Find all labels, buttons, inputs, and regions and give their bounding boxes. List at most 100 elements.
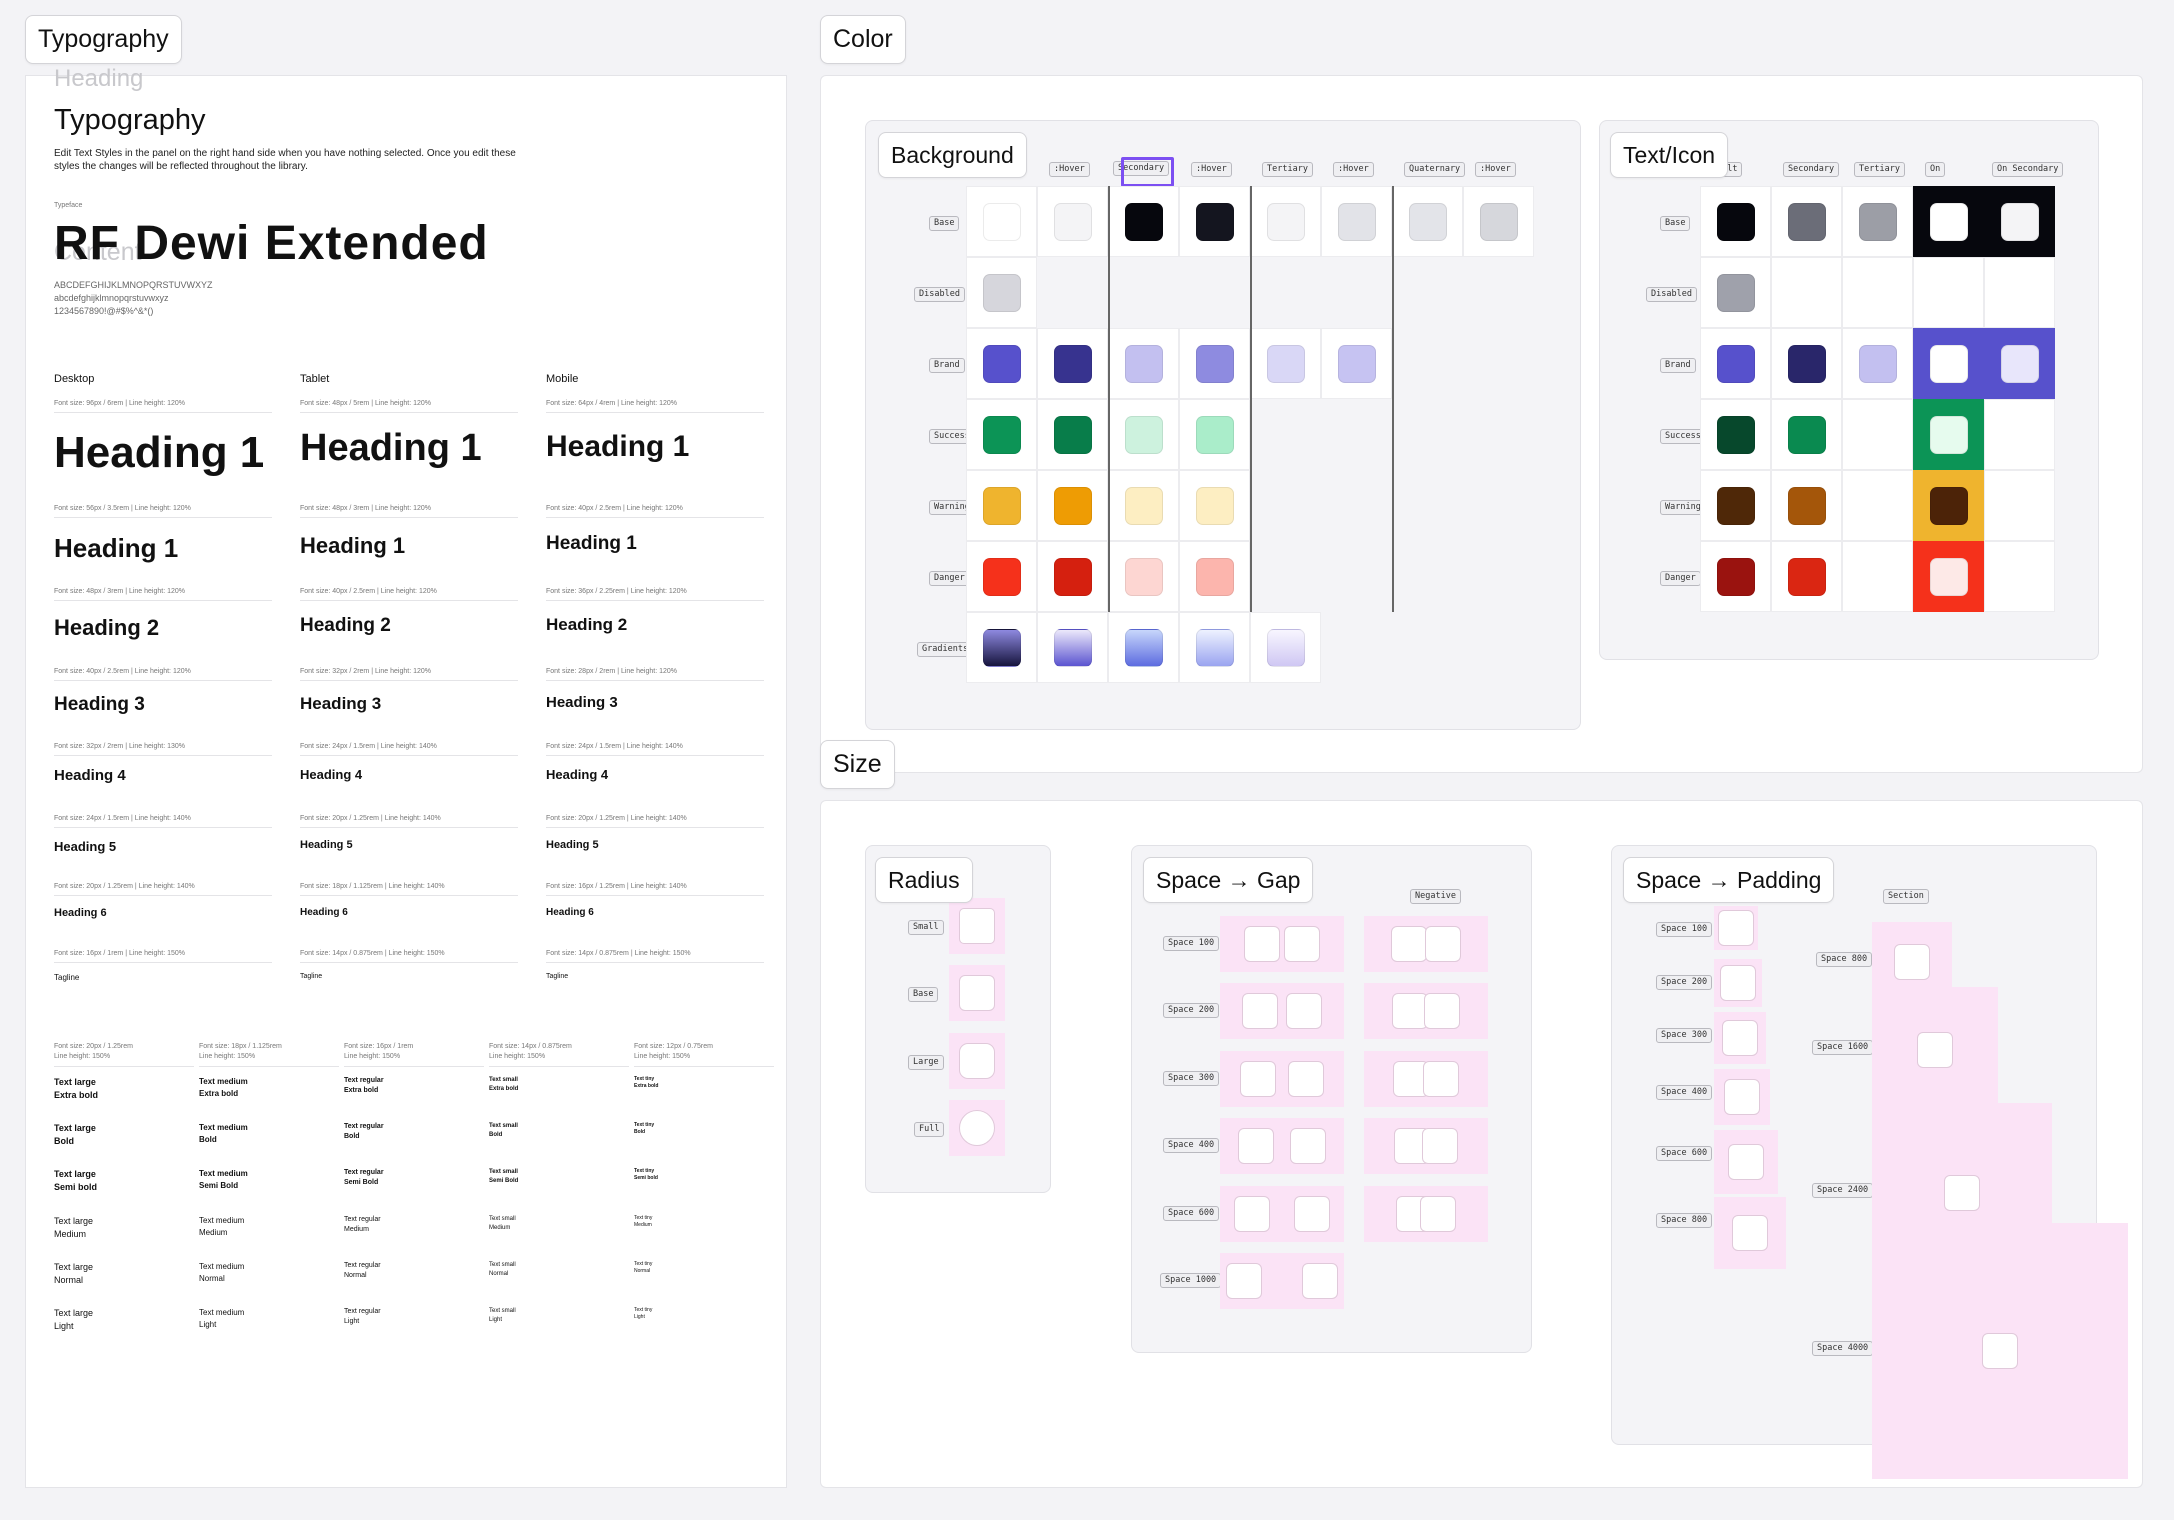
color-swatch[interactable] bbox=[1196, 487, 1234, 525]
gap-box[interactable] bbox=[1424, 993, 1460, 1029]
gap-box[interactable] bbox=[1288, 1061, 1324, 1097]
color-swatch[interactable] bbox=[983, 203, 1021, 241]
color-swatch[interactable] bbox=[1788, 203, 1826, 241]
radius-sample[interactable] bbox=[959, 908, 995, 944]
color-swatch[interactable] bbox=[1196, 558, 1234, 596]
section-padding-box[interactable] bbox=[1894, 944, 1930, 980]
color-swatch[interactable] bbox=[1054, 487, 1092, 525]
color-swatch[interactable] bbox=[1267, 203, 1305, 241]
color-swatch[interactable] bbox=[1717, 558, 1755, 596]
typography-section-label[interactable]: Typography bbox=[25, 15, 182, 64]
gap-box[interactable] bbox=[1242, 993, 1278, 1029]
radius-sample[interactable] bbox=[959, 1043, 995, 1079]
text-icon-title[interactable]: Text/Icon bbox=[1610, 132, 1729, 179]
radius-title[interactable]: Radius bbox=[875, 857, 973, 904]
section-padding-box[interactable] bbox=[1982, 1333, 2018, 1369]
color-swatch[interactable] bbox=[983, 558, 1021, 596]
color-section-label[interactable]: Color bbox=[820, 15, 906, 64]
gap-box[interactable] bbox=[1286, 993, 1322, 1029]
radius-sample[interactable] bbox=[959, 975, 995, 1011]
color-swatch[interactable] bbox=[1930, 558, 1968, 596]
color-swatch[interactable] bbox=[1788, 416, 1826, 454]
color-swatch[interactable] bbox=[983, 487, 1021, 525]
color-swatch[interactable] bbox=[1788, 345, 1826, 383]
color-swatch[interactable] bbox=[1054, 629, 1092, 667]
section-padding-box[interactable] bbox=[1944, 1175, 1980, 1211]
padding-box[interactable] bbox=[1720, 965, 1756, 1001]
gap-box[interactable] bbox=[1290, 1128, 1326, 1164]
gap-box[interactable] bbox=[1240, 1061, 1276, 1097]
gap-box[interactable] bbox=[1420, 1196, 1456, 1232]
size-section-label[interactable]: Size bbox=[820, 740, 895, 789]
text-style-sample: Text small Light bbox=[489, 1307, 516, 1324]
gap-sample-bg bbox=[1220, 983, 1344, 1039]
gap-box[interactable] bbox=[1284, 926, 1320, 962]
color-swatch[interactable] bbox=[1054, 416, 1092, 454]
color-swatch[interactable] bbox=[1717, 487, 1755, 525]
padding-box[interactable] bbox=[1732, 1215, 1768, 1251]
color-swatch[interactable] bbox=[1859, 203, 1897, 241]
color-swatch[interactable] bbox=[1409, 203, 1447, 241]
color-swatch[interactable] bbox=[1267, 629, 1305, 667]
gap-box[interactable] bbox=[1391, 926, 1427, 962]
color-swatch[interactable] bbox=[1930, 203, 1968, 241]
color-swatch[interactable] bbox=[983, 274, 1021, 312]
color-swatch[interactable] bbox=[983, 629, 1021, 667]
color-swatch[interactable] bbox=[1125, 416, 1163, 454]
color-swatch[interactable] bbox=[1054, 345, 1092, 383]
gap-title[interactable]: Space → Gap bbox=[1143, 857, 1314, 904]
color-swatch[interactable] bbox=[1125, 629, 1163, 667]
selected-header-frame[interactable] bbox=[1121, 157, 1174, 187]
color-swatch[interactable] bbox=[983, 416, 1021, 454]
color-swatch[interactable] bbox=[1930, 487, 1968, 525]
color-swatch[interactable] bbox=[983, 345, 1021, 383]
color-swatch[interactable] bbox=[1338, 345, 1376, 383]
color-swatch[interactable] bbox=[1054, 203, 1092, 241]
color-swatch[interactable] bbox=[1196, 416, 1234, 454]
color-swatch[interactable] bbox=[1267, 345, 1305, 383]
color-swatch[interactable] bbox=[1480, 203, 1518, 241]
color-swatch[interactable] bbox=[1717, 416, 1755, 454]
gap-box[interactable] bbox=[1423, 1061, 1459, 1097]
color-swatch[interactable] bbox=[1125, 487, 1163, 525]
color-swatch[interactable] bbox=[1054, 558, 1092, 596]
gap-box[interactable] bbox=[1422, 1128, 1458, 1164]
color-swatch[interactable] bbox=[1196, 345, 1234, 383]
color-swatch[interactable] bbox=[1125, 558, 1163, 596]
text-style-sample: Text medium Semi Bold bbox=[199, 1168, 248, 1191]
color-swatch[interactable] bbox=[1125, 203, 1163, 241]
color-swatch[interactable] bbox=[1338, 203, 1376, 241]
padding-box[interactable] bbox=[1722, 1020, 1758, 1056]
color-swatch[interactable] bbox=[2001, 203, 2039, 241]
gap-box[interactable] bbox=[1294, 1196, 1330, 1232]
color-swatch[interactable] bbox=[1788, 558, 1826, 596]
background-title[interactable]: Background bbox=[878, 132, 1027, 179]
color-swatch[interactable] bbox=[1196, 629, 1234, 667]
color-swatch[interactable] bbox=[2001, 345, 2039, 383]
color-swatch[interactable] bbox=[1717, 345, 1755, 383]
gap-box[interactable] bbox=[1226, 1263, 1262, 1299]
padding-title[interactable]: Space → Padding bbox=[1623, 857, 1835, 904]
gap-box[interactable] bbox=[1234, 1196, 1270, 1232]
color-swatch[interactable] bbox=[1930, 416, 1968, 454]
gap-box[interactable] bbox=[1302, 1263, 1338, 1299]
padding-box[interactable] bbox=[1728, 1144, 1764, 1180]
color-swatch[interactable] bbox=[1788, 487, 1826, 525]
gap-box[interactable] bbox=[1244, 926, 1280, 962]
color-swatch[interactable] bbox=[1717, 274, 1755, 312]
font-meta: Font size: 20px / 1.25rem | Line height:… bbox=[54, 883, 195, 890]
color-swatch[interactable] bbox=[1717, 203, 1755, 241]
padding-box[interactable] bbox=[1718, 910, 1754, 946]
radius-sample[interactable] bbox=[959, 1110, 995, 1146]
padding-box[interactable] bbox=[1724, 1079, 1760, 1115]
color-swatch[interactable] bbox=[1196, 203, 1234, 241]
color-swatch[interactable] bbox=[1930, 345, 1968, 383]
gap-box[interactable] bbox=[1425, 926, 1461, 962]
divider bbox=[546, 517, 764, 518]
gap-box[interactable] bbox=[1392, 993, 1428, 1029]
swatch-cell bbox=[1984, 186, 2055, 257]
section-padding-box[interactable] bbox=[1917, 1032, 1953, 1068]
gap-box[interactable] bbox=[1238, 1128, 1274, 1164]
color-swatch[interactable] bbox=[1859, 345, 1897, 383]
color-swatch[interactable] bbox=[1125, 345, 1163, 383]
